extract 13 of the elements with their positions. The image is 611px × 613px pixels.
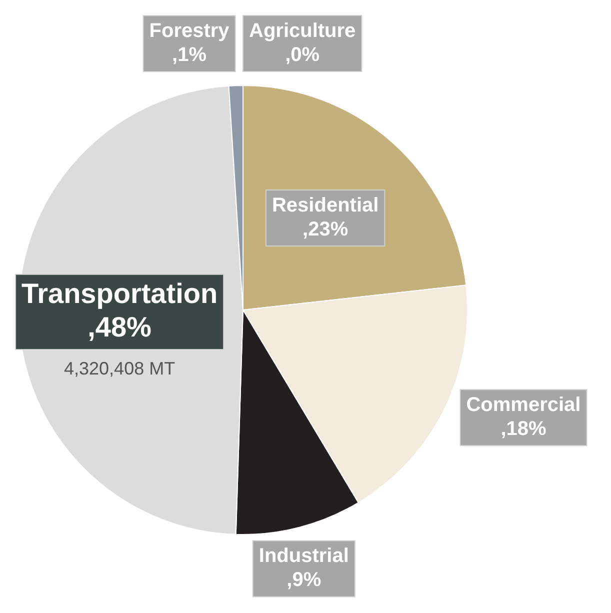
- text: ,0%: [285, 44, 320, 66]
- data-label: ,23%: [302, 218, 348, 240]
- slice-label: Industrial: [258, 545, 349, 568]
- slice-label: Residential: [272, 194, 379, 216]
- data-label: ,1%: [172, 44, 207, 66]
- data-label: ,9%: [286, 569, 322, 592]
- category-label: Agriculture: [248, 20, 356, 42]
- slice-label: Forestry: [149, 20, 230, 42]
- data-label: ,48%: [88, 311, 152, 342]
- slice-label: Transportation: [22, 278, 218, 309]
- text: 4,320,408 MT: [64, 358, 176, 379]
- data-label: ,18%: [500, 418, 546, 440]
- slice-label: Commercial: [466, 394, 581, 416]
